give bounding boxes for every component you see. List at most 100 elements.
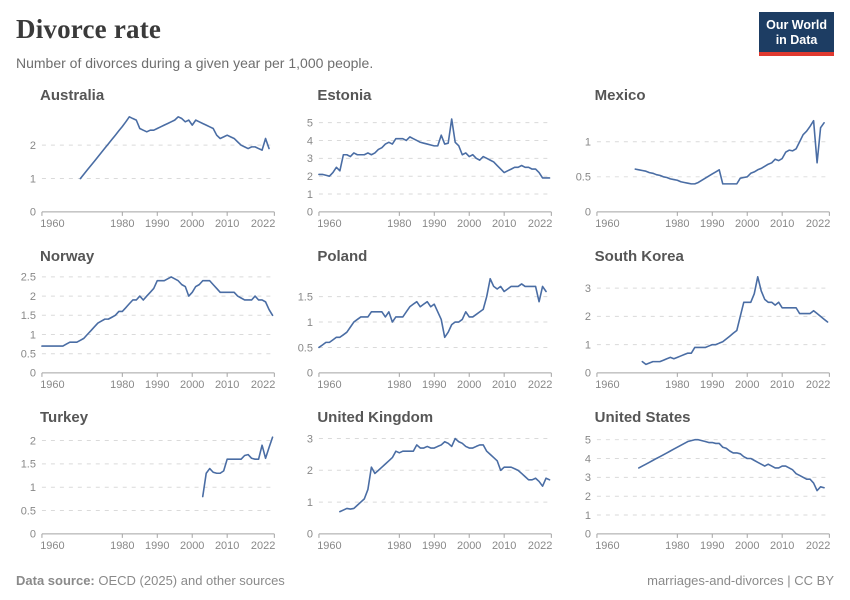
svg-text:1990: 1990	[145, 218, 169, 230]
chart-title: Poland	[317, 248, 368, 265]
svg-text:2022: 2022	[528, 540, 552, 552]
chart-title: South Korea	[594, 248, 684, 265]
svg-text:2000: 2000	[735, 379, 759, 391]
svg-text:2: 2	[307, 171, 313, 183]
svg-text:1960: 1960	[318, 218, 342, 230]
svg-text:0: 0	[584, 368, 590, 380]
svg-text:1980: 1980	[665, 379, 689, 391]
svg-text:2022: 2022	[806, 540, 830, 552]
svg-text:2010: 2010	[215, 540, 239, 552]
svg-text:1990: 1990	[145, 379, 169, 391]
svg-text:1: 1	[30, 482, 36, 494]
svg-text:2022: 2022	[806, 218, 830, 230]
line-chart: 0 1 2 3 4 5 1960 1980 1990 2000 2010 2022	[571, 428, 834, 558]
svg-text:1: 1	[307, 189, 313, 201]
footer-license: marriages-and-divorces | CC BY	[647, 573, 834, 588]
svg-text:1980: 1980	[110, 540, 134, 552]
chart-panel-south-korea: South Korea 0 1 2 3 1960 1980 1990 2000 2010 2022	[571, 236, 834, 397]
svg-text:2022: 2022	[251, 379, 275, 391]
svg-text:1960: 1960	[40, 540, 64, 552]
svg-text:2010: 2010	[492, 218, 516, 230]
line-chart: 0 0.5 1 1.5 2 1960 1980 1990 2000 2010 2022	[16, 428, 279, 558]
svg-text:1980: 1980	[387, 540, 411, 552]
svg-text:2: 2	[584, 491, 590, 503]
svg-text:1980: 1980	[665, 540, 689, 552]
line-chart: 0 1 2 3 1960 1980 1990 2000 2010 2022	[571, 267, 834, 397]
svg-text:3: 3	[307, 433, 313, 445]
svg-text:1990: 1990	[700, 379, 724, 391]
charts-grid: Australia 0 1 2 1960 1980 1990 2000 2010 2022 Es…	[16, 75, 834, 558]
svg-text:4: 4	[307, 135, 313, 147]
line-chart: 0 1 2 3 1960 1980 1990 2000 2010 2022	[293, 428, 556, 558]
svg-text:1960: 1960	[595, 218, 619, 230]
svg-text:1960: 1960	[40, 218, 64, 230]
svg-text:2000: 2000	[735, 540, 759, 552]
svg-text:0: 0	[307, 207, 313, 219]
svg-text:0: 0	[307, 368, 313, 380]
svg-text:3: 3	[584, 283, 590, 295]
chart-panel-estonia: Estonia 0 1 2 3 4 5 1960 1980 1990 2000 2010 2022	[293, 75, 556, 236]
svg-text:2022: 2022	[251, 540, 275, 552]
svg-text:1: 1	[584, 510, 590, 522]
svg-text:2010: 2010	[215, 379, 239, 391]
page-title: Divorce rate	[16, 14, 162, 44]
svg-text:0: 0	[584, 529, 590, 541]
svg-text:2.5: 2.5	[21, 272, 36, 284]
data-source-label: Data source:	[16, 573, 95, 588]
svg-text:2000: 2000	[180, 540, 204, 552]
chart-title: Turkey	[40, 409, 89, 426]
svg-text:2022: 2022	[806, 379, 830, 391]
owid-logo-line1: Our World	[766, 18, 827, 32]
svg-text:1990: 1990	[700, 540, 724, 552]
svg-text:0.5: 0.5	[575, 172, 590, 184]
svg-text:2000: 2000	[457, 379, 481, 391]
svg-text:1980: 1980	[387, 218, 411, 230]
line-chart: 0 1 2 3 4 5 1960 1980 1990 2000 2010 2022	[293, 106, 556, 236]
svg-text:1960: 1960	[595, 379, 619, 391]
svg-text:0: 0	[30, 529, 36, 541]
footer: Data source: OECD (2025) and other sourc…	[16, 567, 834, 592]
svg-text:1980: 1980	[110, 379, 134, 391]
svg-text:2000: 2000	[180, 218, 204, 230]
svg-text:1990: 1990	[422, 540, 446, 552]
svg-text:5: 5	[584, 435, 590, 447]
svg-text:2000: 2000	[457, 218, 481, 230]
svg-text:1: 1	[30, 329, 36, 341]
svg-text:1.5: 1.5	[298, 291, 313, 303]
chart-panel-united-states: United States 0 1 2 3 4 5 1960 1980 1990 2000 2010…	[571, 397, 834, 558]
svg-text:0.5: 0.5	[298, 342, 313, 354]
svg-text:2: 2	[30, 140, 36, 152]
chart-title: Australia	[40, 87, 105, 104]
line-chart: 0 0.5 1 1.5 2 2.5 1960 1980 1990 2000 2010 2022	[16, 267, 279, 397]
chart-panel-australia: Australia 0 1 2 1960 1980 1990 2000 2010 2022	[16, 75, 279, 236]
svg-text:0.5: 0.5	[21, 505, 36, 517]
svg-text:1: 1	[30, 173, 36, 185]
svg-text:2: 2	[307, 465, 313, 477]
svg-text:0: 0	[307, 529, 313, 541]
svg-text:2010: 2010	[492, 540, 516, 552]
svg-text:2: 2	[30, 435, 36, 447]
svg-text:1960: 1960	[595, 540, 619, 552]
svg-text:1980: 1980	[387, 379, 411, 391]
svg-text:1990: 1990	[422, 218, 446, 230]
svg-text:2000: 2000	[180, 379, 204, 391]
chart-title: Mexico	[594, 87, 646, 104]
svg-text:1: 1	[307, 497, 313, 509]
chart-panel-mexico: Mexico 0 0.5 1 1960 1980 1990 2000 2010 2022	[571, 75, 834, 236]
svg-text:2022: 2022	[528, 379, 552, 391]
svg-text:1.5: 1.5	[21, 459, 36, 471]
chart-title: United States	[594, 409, 691, 426]
owid-logo-line2: in Data	[775, 33, 818, 47]
svg-text:2010: 2010	[770, 218, 794, 230]
svg-text:2010: 2010	[770, 379, 794, 391]
svg-text:0.5: 0.5	[21, 349, 36, 361]
svg-text:1960: 1960	[40, 379, 64, 391]
header: Divorce rate Number of divorces during a…	[16, 10, 834, 71]
chart-panel-united-kingdom: United Kingdom 0 1 2 3 1960 1980 1990 2000 2010 2…	[293, 397, 556, 558]
owid-logo: Our World in Data	[759, 12, 834, 56]
line-chart: 0 1 2 1960 1980 1990 2000 2010 2022	[16, 106, 279, 236]
svg-text:1980: 1980	[665, 218, 689, 230]
svg-text:3: 3	[584, 472, 590, 484]
header-text: Divorce rate Number of divorces during a…	[16, 10, 373, 71]
